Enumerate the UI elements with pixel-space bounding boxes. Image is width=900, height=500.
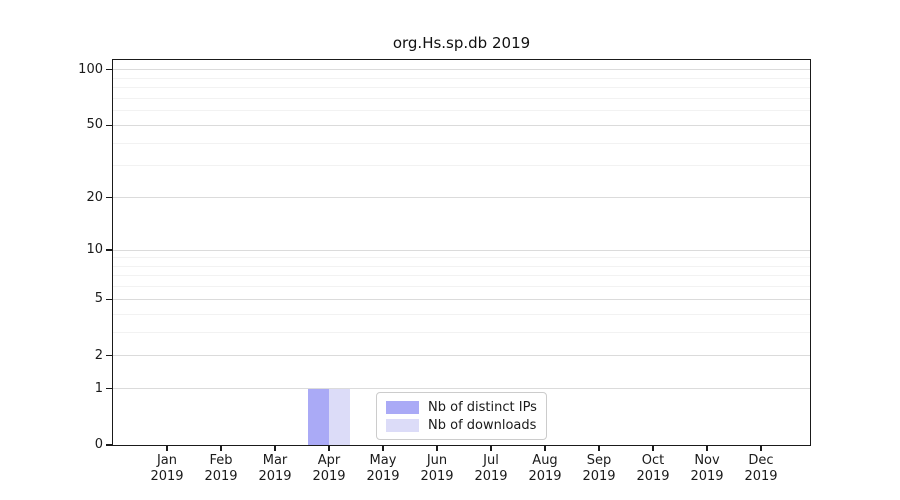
x-tick-label-line: 2019 [150, 468, 184, 484]
y-gridline-minor [113, 257, 810, 259]
y-tick [106, 69, 113, 71]
y-gridline-major [113, 249, 810, 251]
y-gridline-major [113, 124, 810, 126]
y-tick [106, 444, 113, 446]
x-tick-label: Feb 2019 [189, 453, 253, 484]
legend-label-distinct-ips: Nb of distinct IPs [428, 399, 537, 415]
x-tick-label-line: Jul [483, 453, 499, 468]
x-tick [274, 445, 276, 451]
y-tick [106, 196, 113, 199]
y-gridline-major [113, 355, 810, 357]
y-gridline-minor [113, 286, 810, 288]
x-tick-label: Mar 2019 [243, 453, 307, 484]
y-tick [106, 355, 113, 357]
y-tick-label: 50 [86, 117, 103, 133]
x-tick [382, 445, 384, 451]
x-tick-label: Jul 2019 [459, 453, 523, 484]
x-tick [706, 445, 708, 451]
y-gridline-major [113, 69, 810, 71]
x-tick [490, 445, 492, 451]
x-tick-label: Apr 2019 [297, 453, 361, 484]
x-tick-label-line: Sep [586, 453, 612, 468]
y-tick-label: 100 [78, 61, 103, 77]
x-tick-label-line: 2019 [636, 468, 670, 484]
x-tick-label-line: 2019 [690, 468, 724, 484]
y-gridline-minor [113, 165, 810, 167]
y-tick-label: 20 [86, 189, 103, 205]
y-tick-label: 5 [94, 291, 103, 307]
x-tick-label: Sep 2019 [567, 453, 631, 484]
x-tick [760, 445, 762, 451]
x-tick [544, 445, 546, 451]
y-gridline-minor [113, 110, 810, 112]
y-gridline-minor [113, 331, 810, 333]
x-tick-label-line: 2019 [204, 468, 238, 484]
x-tick-label: Nov 2019 [675, 453, 739, 484]
x-tick [598, 445, 600, 451]
legend-row-downloads: Nb of downloads [386, 416, 537, 434]
bar-distinct-ips [308, 388, 329, 445]
y-gridline-minor [113, 313, 810, 315]
x-tick-label-line: 2019 [582, 468, 616, 484]
x-tick-label: Oct 2019 [621, 453, 685, 484]
y-gridline-minor [113, 97, 810, 99]
y-tick-label: 2 [94, 347, 103, 363]
x-tick-label-line: Feb [209, 453, 233, 468]
x-tick [220, 445, 222, 451]
y-gridline-major [113, 197, 810, 198]
x-tick-label-line: 2019 [420, 468, 454, 484]
y-tick [106, 298, 113, 300]
x-tick-label-line: Jan [156, 453, 178, 468]
x-tick-label-line: 2019 [744, 468, 778, 484]
y-gridline-minor [113, 275, 810, 277]
x-tick-label: Jun 2019 [405, 453, 469, 484]
x-tick-label: May 2019 [351, 453, 415, 484]
y-tick [106, 124, 113, 127]
y-tick [106, 388, 113, 390]
y-tick [106, 249, 113, 251]
legend-swatch-distinct-ips [386, 400, 419, 414]
legend-label-downloads: Nb of downloads [428, 417, 537, 433]
chart-title: org.Hs.sp.db 2019 [392, 34, 531, 52]
x-tick-label-line: May [369, 453, 397, 468]
y-gridline-minor [113, 77, 810, 79]
legend: Nb of distinct IPs Nb of downloads [376, 392, 547, 440]
x-tick-label-line: Mar [262, 453, 288, 468]
y-gridline-minor [113, 142, 810, 144]
y-gridline-minor [113, 265, 810, 267]
x-tick [652, 445, 654, 451]
y-gridline-minor [113, 87, 810, 89]
x-tick-label-line: 2019 [258, 468, 292, 484]
x-tick-label-line: 2019 [528, 468, 562, 484]
y-tick-label: 10 [86, 242, 103, 258]
x-tick-label-line: 2019 [474, 468, 508, 484]
x-tick [166, 445, 168, 451]
legend-row-distinct-ips: Nb of distinct IPs [386, 398, 537, 416]
bar-downloads [329, 388, 350, 445]
x-tick-label-line: Apr [317, 453, 341, 468]
y-gridline-major [113, 298, 810, 300]
x-tick-label: Jan 2019 [135, 453, 199, 484]
x-tick-label-line: Nov [694, 453, 720, 468]
y-tick-label: 1 [94, 380, 103, 396]
y-gridline-major [113, 388, 810, 390]
x-tick-label-line: Aug [532, 453, 558, 468]
x-tick-label: Dec 2019 [729, 453, 793, 484]
x-tick-label-line: Jun [426, 453, 448, 468]
legend-swatch-downloads [386, 418, 419, 432]
x-tick [436, 445, 438, 451]
x-tick-label-line: 2019 [312, 468, 346, 484]
x-tick-label: Aug 2019 [513, 453, 577, 484]
x-tick-label-line: Dec [748, 453, 774, 468]
y-tick-label: 0 [94, 437, 103, 452]
x-tick [328, 445, 330, 451]
x-tick-label-line: 2019 [366, 468, 400, 484]
x-tick-label-line: Oct [641, 453, 665, 468]
